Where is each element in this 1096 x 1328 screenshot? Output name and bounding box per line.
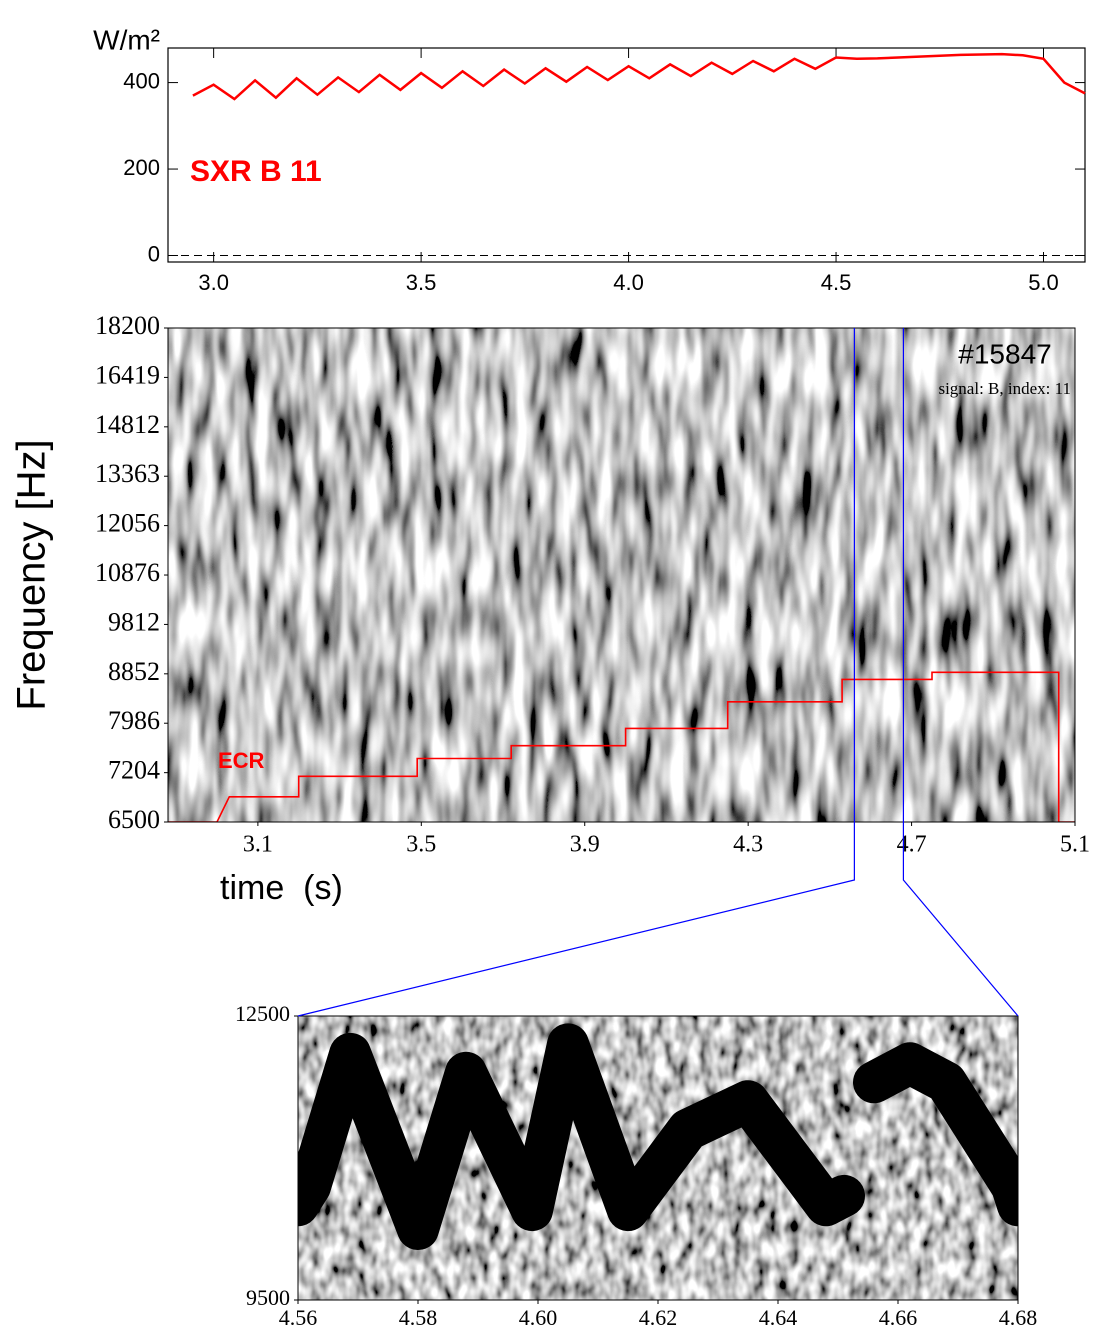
x-tick-label: 4.66: [879, 1305, 918, 1328]
y-tick-label: 16419: [95, 360, 160, 389]
y-tick-label: 9812: [108, 607, 160, 636]
x-axis-label: time (s): [220, 869, 343, 907]
y-tick-label: 7986: [108, 706, 160, 735]
x-tick-label: 4.56: [279, 1305, 318, 1328]
ecr-line: [168, 671, 1075, 822]
signal-label: signal: B, index: 11: [938, 379, 1071, 398]
y-tick-label: 18200: [95, 311, 160, 340]
zoom-connector: [902, 822, 1019, 1017]
ridge-group: [298, 1023, 1018, 1250]
x-tick-label: 3.0: [198, 270, 229, 295]
zoom-connector: [297, 822, 855, 1017]
y-axis-label: W/m²: [93, 24, 160, 55]
overlay-group: [168, 671, 1075, 822]
x-tick-label: 5.1: [1060, 832, 1090, 858]
y-tick-label: 12056: [95, 509, 160, 538]
x-tick-label: 3.5: [406, 832, 436, 858]
plot-frame: [167, 47, 1086, 263]
x-tick-label: 4.58: [399, 1305, 438, 1328]
x-tick-label: 4.3: [733, 832, 763, 858]
x-tick-label: 4.68: [999, 1305, 1038, 1328]
y-tick-label: 7204: [108, 756, 160, 785]
plot-frame: [297, 1015, 1019, 1301]
y-tick-label: 13363: [95, 459, 160, 488]
x-tick-label: 3.1: [243, 832, 273, 858]
y-tick-label: 9500: [246, 1285, 290, 1310]
y-tick-label: 10876: [95, 558, 160, 587]
y-tick-label: 400: [123, 68, 160, 93]
y-tick-label: 12500: [235, 1001, 290, 1026]
ecr-label: ECR: [218, 748, 265, 773]
x-tick-label: 3.9: [570, 832, 600, 858]
x-tick-label: 4.60: [519, 1305, 558, 1328]
y-axis-label: Frequency [Hz]: [10, 439, 54, 710]
y-tick-label: 0: [148, 241, 160, 266]
annotation: SXR B 11: [190, 155, 322, 188]
shot-number: #15847: [958, 338, 1051, 369]
y-tick-label: 200: [123, 155, 160, 180]
line: [192, 52, 1086, 101]
y-tick-label: 6500: [108, 805, 160, 834]
x-tick-label: 3.5: [406, 270, 437, 295]
x-tick-label: 5.0: [1028, 270, 1059, 295]
x-tick-label: 4.0: [613, 270, 644, 295]
spectrogram-image: [168, 328, 1075, 822]
y-tick-label: 14812: [95, 410, 160, 439]
y-tick-label: 8852: [108, 657, 160, 686]
plot-frame: [167, 327, 1076, 823]
x-tick-label: 4.5: [821, 270, 852, 295]
x-tick-label: 4.7: [897, 832, 927, 858]
x-tick-label: 4.62: [639, 1305, 678, 1328]
x-tick-label: 4.64: [759, 1305, 798, 1328]
ridge: [298, 1023, 1018, 1250]
